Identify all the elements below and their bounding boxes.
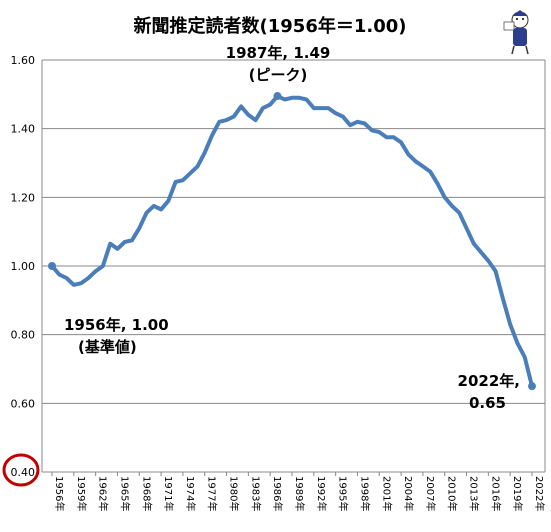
highlight-circle (2, 453, 40, 487)
x-tick-label: 1965年 (118, 476, 131, 511)
x-tick-label: 2013年 (468, 476, 481, 511)
y-tick-label: 0.40 (11, 466, 36, 479)
gridlines (41, 59, 546, 473)
x-tick-label: 2022年 (533, 476, 546, 511)
data-point-marker (273, 92, 282, 101)
x-tick-label: 1980年 (228, 476, 241, 511)
data-point-marker (48, 262, 56, 270)
y-tick-label: 0.80 (11, 329, 36, 342)
x-tick-label: 2001年 (380, 476, 393, 511)
x-tick-label: 1986年 (271, 476, 284, 511)
annotations: 1987年, 1.49 (ピーク) 1956年, 1.00 (基準値) 2022年, 0.… (64, 44, 520, 412)
x-tick-label: 1983年 (249, 476, 262, 511)
y-axis-tick-labels: 1.60 1.40 1.20 1.00 0.80 0.60 0.40 (11, 54, 36, 479)
x-tick-label: 1989年 (293, 476, 306, 511)
y-tick-label: 0.60 (11, 397, 36, 410)
mascot-icon (503, 10, 529, 55)
annotation-base: 1956年, 1.00 (64, 316, 169, 334)
x-tick-label: 2007年 (424, 476, 437, 511)
annotation-base: (基準値) (78, 338, 137, 356)
y-tick-label: 1.20 (11, 191, 36, 204)
x-tick-label: 2019年 (511, 476, 524, 511)
series-layer (48, 92, 536, 391)
x-axis-tick-labels: 1956年 1959年 1962年 1965年 1968年 1971年 1974年 1977年… (51, 472, 546, 511)
x-tick-label: 1962年 (97, 476, 110, 511)
x-tick-label: 2004年 (402, 476, 415, 511)
x-tick-label: 1974年 (184, 476, 197, 511)
y-tick-label: 1.60 (11, 54, 36, 67)
data-point-marker (528, 382, 536, 391)
x-tick-label: 1956年 (53, 476, 66, 511)
x-tick-label: 2010年 (446, 476, 459, 511)
x-tick-label: 1968年 (140, 476, 153, 511)
x-tick-label: 2016年 (489, 476, 502, 511)
x-tick-label: 1977年 (206, 476, 219, 511)
chart-title: 新聞推定読者数(1956年＝1.00) (134, 15, 407, 37)
annotation-latest: 0.65 (469, 394, 506, 412)
x-tick-label: 1998年 (358, 476, 371, 511)
x-tick-label: 1959年 (75, 476, 88, 511)
x-tick-label: 1995年 (337, 476, 350, 511)
y-tick-label: 1.00 (11, 260, 36, 273)
series-line (50, 94, 534, 389)
annotation-peak: (ピーク) (249, 66, 308, 84)
x-tick-label: 1992年 (315, 476, 328, 511)
y-tick-label: 1.40 (11, 123, 36, 136)
x-tick-label: 1971年 (162, 476, 175, 511)
annotation-latest: 2022年, (458, 372, 520, 390)
annotation-peak: 1987年, 1.49 (226, 44, 331, 62)
